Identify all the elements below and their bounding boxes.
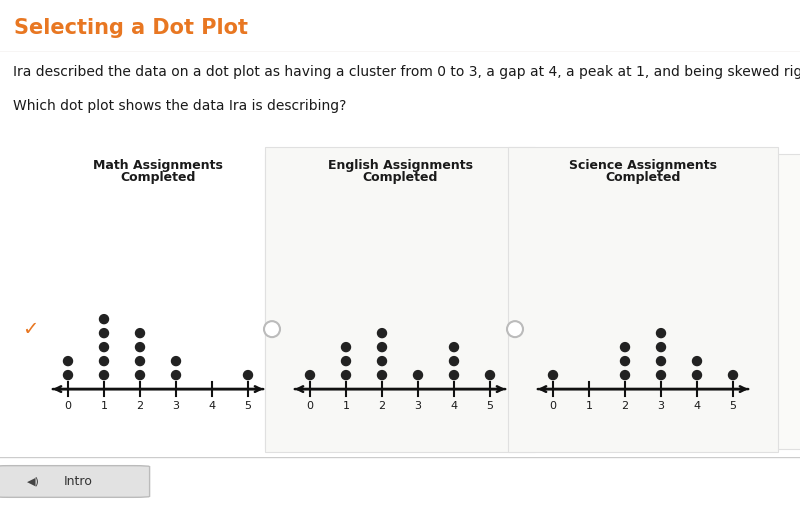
Circle shape: [621, 371, 630, 380]
Circle shape: [486, 371, 494, 380]
Text: ◀): ◀): [27, 476, 40, 486]
Circle shape: [378, 342, 386, 351]
Text: ✓: ✓: [22, 320, 38, 339]
Circle shape: [342, 357, 350, 366]
Text: Ira described the data on a dot plot as having a cluster from 0 to 3, a gap at 4: Ira described the data on a dot plot as …: [13, 65, 800, 79]
Text: 3: 3: [173, 401, 179, 411]
Text: 5: 5: [245, 401, 251, 411]
FancyBboxPatch shape: [265, 155, 535, 449]
Text: 2: 2: [378, 401, 386, 411]
Circle shape: [99, 371, 109, 380]
Text: 1: 1: [101, 401, 107, 411]
Circle shape: [171, 371, 181, 380]
Text: 3: 3: [658, 401, 665, 411]
Text: 4: 4: [694, 401, 701, 411]
Text: Completed: Completed: [606, 171, 681, 184]
Circle shape: [99, 357, 109, 366]
FancyBboxPatch shape: [508, 147, 778, 452]
FancyBboxPatch shape: [532, 155, 800, 449]
Text: 5: 5: [486, 401, 494, 411]
Circle shape: [621, 342, 630, 351]
Circle shape: [342, 342, 350, 351]
Text: English Assignments: English Assignments: [327, 159, 473, 172]
FancyBboxPatch shape: [0, 466, 150, 497]
Circle shape: [63, 357, 73, 366]
Circle shape: [621, 357, 630, 366]
Circle shape: [378, 371, 386, 380]
Text: Selecting a Dot Plot: Selecting a Dot Plot: [14, 18, 248, 38]
Circle shape: [549, 371, 558, 380]
Circle shape: [342, 371, 350, 380]
Text: Intro: Intro: [64, 475, 93, 487]
Circle shape: [693, 357, 702, 366]
Circle shape: [414, 371, 422, 380]
Circle shape: [693, 371, 702, 380]
Circle shape: [135, 329, 145, 338]
Circle shape: [264, 321, 280, 337]
Circle shape: [507, 321, 523, 337]
Circle shape: [729, 371, 738, 380]
Circle shape: [306, 371, 314, 380]
Text: Completed: Completed: [120, 171, 196, 184]
Circle shape: [63, 371, 73, 380]
Circle shape: [657, 357, 666, 366]
Text: 4: 4: [209, 401, 215, 411]
Circle shape: [99, 329, 109, 338]
Circle shape: [378, 329, 386, 338]
Text: 1: 1: [342, 401, 350, 411]
Text: 5: 5: [730, 401, 737, 411]
Text: 2: 2: [137, 401, 143, 411]
Circle shape: [135, 357, 145, 366]
Circle shape: [243, 371, 253, 380]
Text: 4: 4: [450, 401, 458, 411]
FancyBboxPatch shape: [265, 147, 535, 452]
Text: 1: 1: [586, 401, 593, 411]
Circle shape: [450, 371, 458, 380]
Text: 2: 2: [622, 401, 629, 411]
Text: 0: 0: [550, 401, 557, 411]
Text: 3: 3: [414, 401, 422, 411]
Text: Math Assignments: Math Assignments: [93, 159, 223, 172]
Circle shape: [657, 371, 666, 380]
Circle shape: [450, 342, 458, 351]
Circle shape: [171, 357, 181, 366]
Circle shape: [99, 342, 109, 351]
Circle shape: [657, 329, 666, 338]
Circle shape: [657, 342, 666, 351]
Circle shape: [135, 371, 145, 380]
Text: Science Assignments: Science Assignments: [569, 159, 717, 172]
Text: 0: 0: [65, 401, 71, 411]
Circle shape: [135, 342, 145, 351]
Circle shape: [99, 315, 109, 324]
Text: Which dot plot shows the data Ira is describing?: Which dot plot shows the data Ira is des…: [13, 99, 346, 113]
Text: 0: 0: [306, 401, 314, 411]
Text: Completed: Completed: [362, 171, 438, 184]
Circle shape: [450, 357, 458, 366]
Circle shape: [378, 357, 386, 366]
